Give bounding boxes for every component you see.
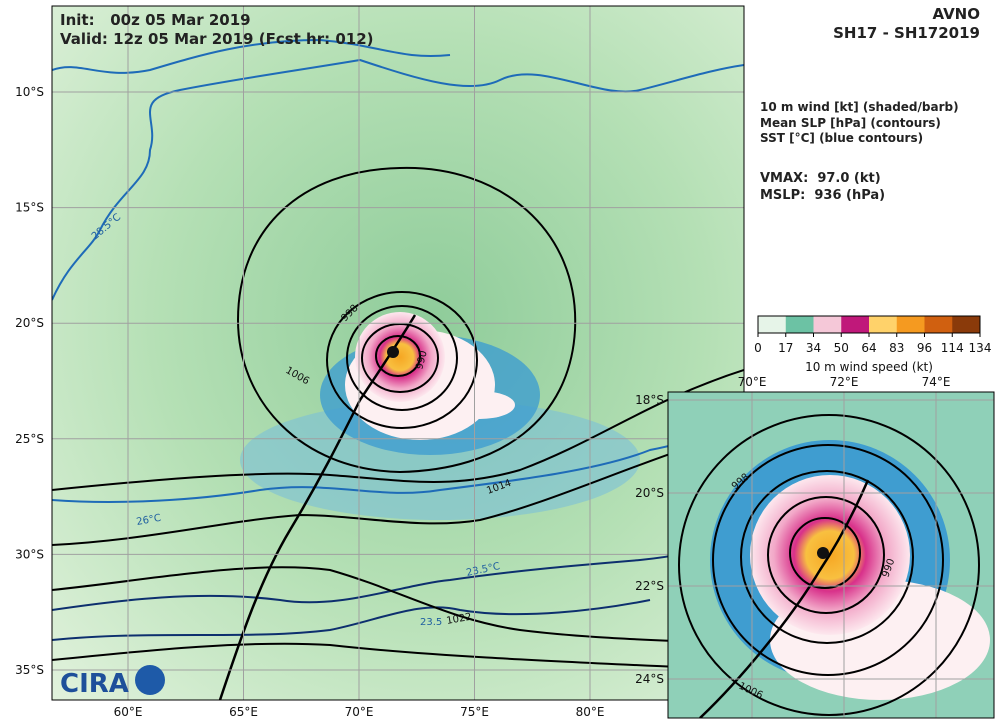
- colorbar-tick-label: 83: [889, 341, 904, 355]
- lon-label: 80°E: [576, 705, 605, 719]
- colorbar-segment: [869, 316, 898, 333]
- contour-label: 990: [414, 349, 430, 370]
- lon-label: 60°E: [114, 705, 143, 719]
- storm-center: [387, 346, 399, 358]
- lon-label: 65°E: [229, 705, 258, 719]
- logo-text: CIRA: [60, 669, 129, 699]
- colorbar-tick-label: 96: [917, 341, 932, 355]
- colorbar-tick-label: 114: [941, 341, 964, 355]
- storm-center: [817, 547, 829, 559]
- main-frame: [51, 5, 745, 701]
- wind-band: [240, 400, 640, 520]
- lat-label: 18°S: [635, 393, 664, 407]
- colorbar-segment: [758, 316, 787, 333]
- model-name: AVNO: [932, 5, 980, 23]
- colorbar-segment: [813, 316, 842, 333]
- colorbar-segment: [841, 316, 870, 333]
- slp-contours: [678, 414, 980, 716]
- track: [218, 314, 417, 700]
- sst-label: 26°C: [136, 513, 162, 528]
- lon-label: 72°E: [830, 375, 859, 389]
- inset-map: 998 990 1006: [668, 392, 994, 718]
- lon-label: 70°E: [738, 375, 767, 389]
- lat-label: 25°S: [15, 432, 44, 446]
- lon-label: 75°E: [460, 705, 489, 719]
- legend-line: SST [°C] (blue contours): [760, 131, 923, 145]
- colorbar-tick-label: 34: [806, 341, 821, 355]
- logo: CIRA: [60, 665, 165, 699]
- sst-contours: [52, 38, 744, 503]
- colorbar-tick-label: 64: [861, 341, 876, 355]
- valid-time: Valid: 12z 05 Mar 2019 (Fcst hr: 012): [60, 30, 374, 48]
- lon-label: 70°E: [345, 705, 374, 719]
- colorbar-segment: [896, 316, 925, 333]
- colorbar-tick-label: 134: [969, 341, 992, 355]
- lat-label: 22°S: [635, 579, 664, 593]
- colorbar-label: 10 m wind speed (kt): [805, 360, 933, 374]
- colorbar-tick-label: 17: [778, 341, 793, 355]
- slp-contours: [52, 166, 744, 671]
- track: [699, 479, 870, 718]
- sst-label: 23.5: [420, 617, 442, 628]
- colorbar-segment: [952, 316, 981, 333]
- lat-label: 35°S: [15, 663, 44, 677]
- mslp: MSLP: 936 (hPa): [760, 188, 885, 203]
- init-time: Init: 00z 05 Mar 2019: [60, 11, 251, 29]
- wind-core: [355, 312, 445, 402]
- inset-frame: [667, 391, 995, 719]
- storm-id: SH17 - SH172019: [833, 24, 980, 42]
- wind-band: [445, 391, 515, 419]
- vmax: VMAX: 97.0 (kt): [760, 171, 881, 186]
- colorbar-tick-label: 50: [834, 341, 849, 355]
- contour-label: 1022: [446, 612, 473, 627]
- legend-line: 10 m wind [kt] (shaded/barb): [760, 100, 959, 114]
- colorbar-segment: [924, 316, 953, 333]
- lat-label: 20°S: [15, 316, 44, 330]
- main-map: 1006 998 990 1014 1022 28.5°C 26°C 23.5°…: [52, 6, 744, 700]
- lat-label: 10°S: [15, 85, 44, 99]
- colorbar-segment: [785, 316, 814, 333]
- legend-line: Mean SLP [hPa] (contours): [760, 116, 941, 130]
- lat-label: 30°S: [15, 547, 44, 561]
- lat-label: 20°S: [635, 486, 664, 500]
- lon-label: 74°E: [922, 375, 951, 389]
- colorbar: 0 17 34 50 64 83 96 114 134: [754, 315, 992, 355]
- lat-label: 15°S: [15, 201, 44, 215]
- sst-contours: [52, 539, 744, 641]
- lat-label: 24°S: [635, 672, 664, 686]
- colorbar-tick-label: 0: [754, 341, 762, 355]
